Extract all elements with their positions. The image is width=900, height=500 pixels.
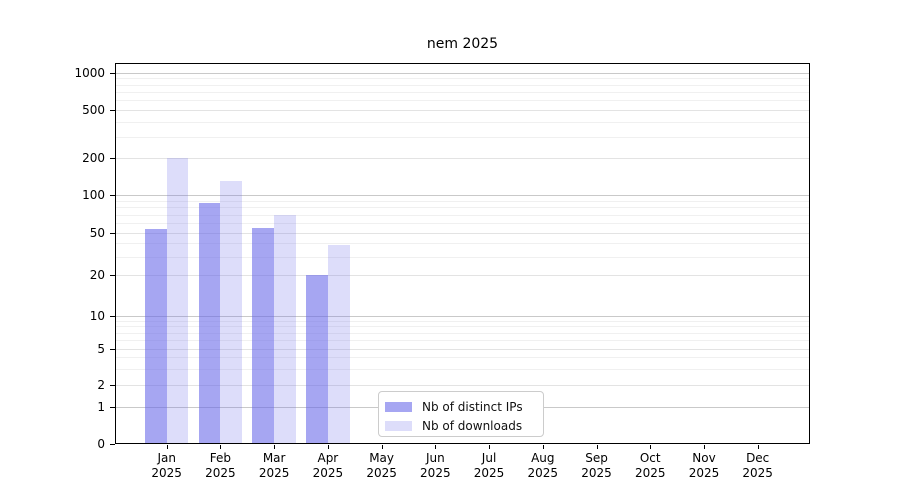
y-tick-200	[110, 158, 115, 160]
legend: Nb of distinct IPs Nb of downloads	[378, 391, 544, 437]
x-tick-apr	[327, 445, 329, 449]
gridline-20	[116, 275, 809, 276]
legend-swatch-downloads	[385, 420, 412, 431]
gridline-80	[116, 207, 809, 209]
y-tick-label-100: 100	[82, 188, 105, 202]
x-tick-label-dec: Dec 2025	[742, 451, 773, 480]
gridline-7	[116, 332, 809, 334]
x-tick-jul	[489, 445, 491, 449]
y-tick-1	[110, 406, 115, 408]
x-tick-may	[381, 445, 383, 449]
y-tick-label-0: 0	[97, 437, 105, 451]
x-tick-oct	[650, 445, 652, 449]
gridline-8	[116, 326, 809, 328]
plot-area	[115, 63, 810, 444]
legend-label-distinct-ips: Nb of distinct IPs	[422, 399, 523, 414]
x-tick-label-aug: Aug 2025	[527, 451, 559, 480]
x-tick-label-may: May 2025	[366, 451, 397, 480]
gridline-30	[116, 256, 809, 258]
bar-jan-distinct-ips	[145, 229, 167, 443]
gridline-3	[116, 368, 809, 370]
x-tick-sep	[596, 445, 598, 449]
x-tick-label-feb: Feb 2025	[205, 451, 236, 480]
x-tick-label-jun: Jun 2025	[420, 451, 451, 480]
gridline-700	[116, 91, 809, 93]
x-tick-label-oct: Oct 2025	[634, 451, 666, 480]
gridline-400	[116, 121, 809, 123]
gridline-10	[116, 315, 809, 317]
y-tick-2	[110, 385, 115, 387]
gridline-200	[116, 158, 809, 160]
gridline-4	[116, 357, 809, 359]
x-tick-nov	[703, 445, 705, 449]
y-tick-1000	[110, 72, 115, 74]
y-tick-label-1000: 1000	[74, 65, 105, 80]
legend-swatch-distinct-ips	[385, 401, 412, 412]
gridline-100	[116, 195, 809, 196]
bar-mar-distinct-ips	[252, 228, 275, 443]
x-tick-label-mar: Mar 2025	[258, 451, 290, 480]
legend-item-downloads: Nb of downloads	[385, 416, 535, 435]
chart-title: nem 2025	[426, 36, 499, 52]
y-tick-label-5: 5	[97, 341, 105, 356]
x-tick-label-jan: Jan 2025	[151, 451, 182, 480]
y-tick-0	[110, 444, 115, 445]
gridline-70	[116, 214, 809, 216]
x-tick-label-nov: Nov 2025	[688, 451, 720, 480]
gridline-60	[116, 223, 809, 225]
y-tick-label-200: 200	[82, 151, 105, 166]
y-tick-label-500: 500	[82, 103, 105, 117]
gridline-800	[116, 84, 809, 86]
y-tick-10	[110, 315, 115, 317]
y-tick-5	[110, 348, 115, 350]
y-tick-label-2: 2	[97, 378, 105, 393]
x-tick-label-apr: Apr 2025	[312, 451, 344, 480]
bar-mar-downloads	[274, 214, 296, 443]
x-tick-feb	[220, 445, 222, 449]
x-tick-label-sep: Sep 2025	[581, 451, 612, 480]
bar-feb-downloads	[220, 181, 243, 443]
gridline-9	[116, 320, 809, 322]
gridline-600	[116, 100, 809, 102]
bar-apr-distinct-ips	[306, 275, 328, 443]
bar-apr-downloads	[327, 244, 350, 443]
x-tick-jun	[435, 445, 437, 449]
legend-label-downloads: Nb of downloads	[422, 418, 523, 433]
gridline-50	[116, 233, 809, 235]
y-tick-20	[110, 275, 115, 276]
y-tick-label-1: 1	[97, 399, 105, 414]
y-tick-label-20: 20	[89, 268, 105, 282]
y-tick-50	[110, 233, 115, 235]
gridline-90	[116, 200, 809, 202]
gridline-40	[116, 243, 809, 245]
gridline-900	[116, 78, 809, 80]
x-tick-mar	[274, 445, 276, 449]
y-tick-label-10: 10	[89, 308, 105, 323]
gridline-6	[116, 339, 809, 341]
x-tick-label-jul: Jul 2025	[473, 451, 505, 480]
x-tick-aug	[542, 445, 544, 449]
gridline-500	[116, 110, 809, 111]
y-tick-500	[110, 110, 115, 111]
legend-item-distinct-ips: Nb of distinct IPs	[385, 397, 535, 416]
gridline-2	[116, 385, 809, 387]
y-tick-label-50: 50	[89, 226, 105, 241]
bar-feb-distinct-ips	[198, 203, 221, 443]
y-tick-100	[110, 195, 115, 196]
gridline-300	[116, 136, 809, 138]
gridline-1000	[116, 72, 809, 74]
x-tick-dec	[757, 445, 759, 449]
x-tick-jan	[166, 445, 168, 449]
gridline-5	[116, 348, 809, 350]
bar-jan-downloads	[166, 158, 189, 443]
